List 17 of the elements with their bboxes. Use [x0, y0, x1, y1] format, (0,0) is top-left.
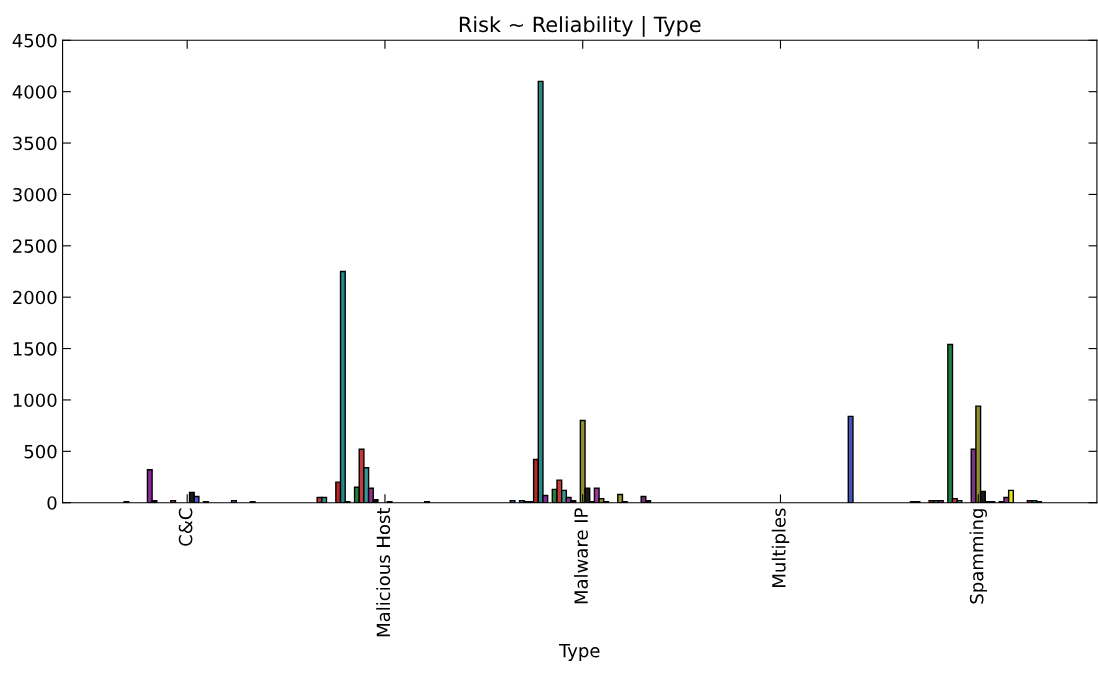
x-axis-title: Type	[558, 644, 600, 661]
y-tick-label: 3500	[13, 136, 57, 151]
y-tick-label: 4000	[12, 85, 57, 99]
y-tick-label: 500	[24, 444, 57, 459]
y-tick-label: 3000	[13, 187, 57, 202]
y-tick-label: 4500	[12, 33, 57, 48]
y-tick-label: 2500	[13, 239, 57, 253]
x-tick-label: Malware IP	[573, 508, 588, 604]
chart-title: Risk ~ Reliability | Type	[459, 16, 701, 37]
y-tick-label: 2000	[13, 290, 57, 305]
x-tick-label: Malicious Host	[376, 507, 391, 637]
y-tick-label: 0	[47, 496, 57, 510]
x-tick-label: Multiples	[771, 508, 790, 587]
y-tick-label: 1000	[13, 393, 57, 408]
y-tick-label: 1500	[13, 342, 57, 356]
x-tick-label: C&C	[178, 508, 193, 546]
x-tick-label: Spamming	[969, 509, 987, 604]
